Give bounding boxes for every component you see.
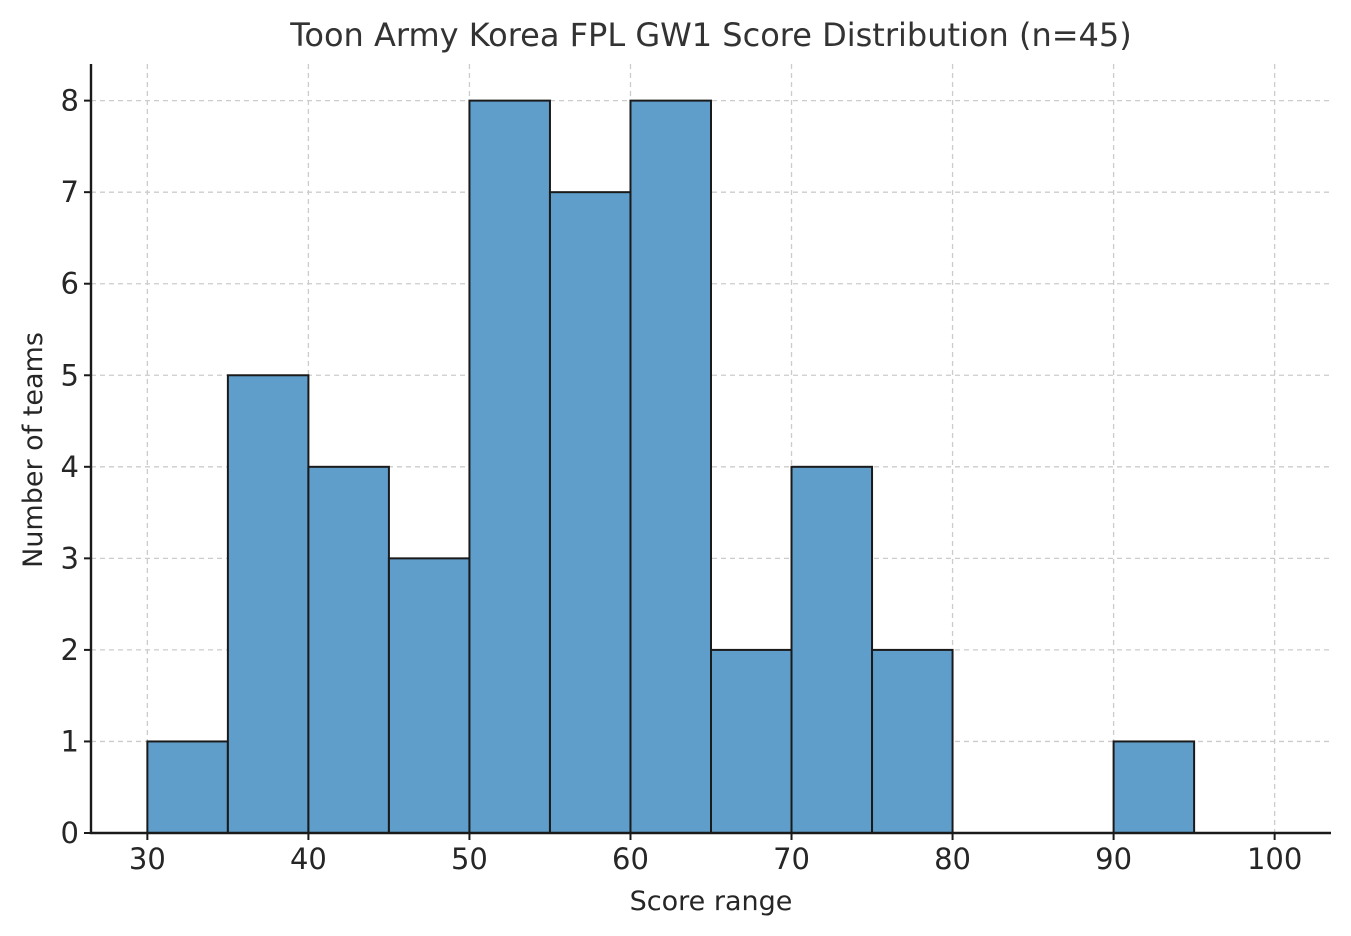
- histogram-bar: [387, 557, 471, 834]
- y-tick-label: 2: [61, 633, 79, 667]
- histogram-bar: [1112, 740, 1196, 835]
- histogram-bar: [146, 740, 229, 835]
- y-tick-label: 6: [61, 267, 79, 301]
- histogram-bar: [468, 99, 551, 835]
- y-tick-label: 3: [61, 541, 79, 575]
- histogram-bar: [307, 465, 390, 834]
- x-tick-label: 30: [129, 842, 166, 876]
- y-tick-label: 8: [61, 84, 79, 118]
- x-tick-label: 60: [612, 842, 649, 876]
- y-tick-label: 7: [61, 175, 79, 209]
- x-tick-label: 50: [451, 842, 488, 876]
- tick-layer: 30 40 50 60 70 80 90 100 0 1 2 3 4 5 6 7 8: [61, 84, 1303, 876]
- histogram-bar: [548, 191, 632, 834]
- x-axis-label: Score range: [630, 886, 793, 917]
- histogram-bar: [871, 648, 954, 835]
- chart-title: Toon Army Korea FPL GW1 Score Distributi…: [289, 16, 1131, 54]
- y-tick-label: 0: [61, 816, 79, 850]
- y-tick-label: 4: [61, 450, 79, 484]
- histogram-bar: [226, 374, 310, 834]
- y-tick-label: 1: [61, 724, 79, 758]
- histogram-bar: [629, 99, 713, 835]
- y-axis-label: Number of teams: [18, 332, 49, 568]
- x-tick-label: 100: [1247, 842, 1302, 876]
- bar-layer: [146, 99, 1196, 835]
- histogram-bar: [710, 648, 793, 835]
- x-tick-label: 40: [290, 842, 327, 876]
- histogram-bar: [790, 465, 874, 834]
- x-tick-label: 70: [773, 842, 810, 876]
- x-tick-label: 90: [1095, 842, 1132, 876]
- y-tick-label: 5: [61, 358, 79, 392]
- x-tick-label: 80: [934, 842, 971, 876]
